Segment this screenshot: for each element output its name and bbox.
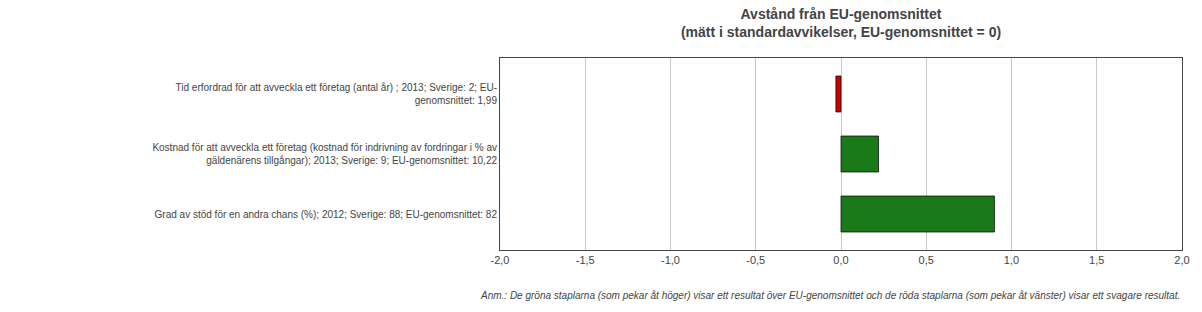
svg-text:Tid erfordrad för att avveckla: Tid erfordrad för att avveckla ett föret… — [176, 82, 498, 106]
svg-text:-0,5: -0,5 — [746, 254, 765, 266]
svg-text:-1,5: -1,5 — [576, 254, 595, 266]
svg-text:0,5: 0,5 — [919, 254, 934, 266]
svg-text:0,0: 0,0 — [833, 254, 848, 266]
svg-text:2,0: 2,0 — [1174, 254, 1189, 266]
svg-text:-2,0: -2,0 — [491, 254, 510, 266]
svg-text:-1,0: -1,0 — [661, 254, 680, 266]
svg-text:1,0: 1,0 — [1004, 254, 1019, 266]
svg-text:Kostnad för att avveckla ett f: Kostnad för att avveckla ett företag (ko… — [152, 142, 497, 166]
svg-text:Anm.: De gröna staplarna (som: Anm.: De gröna staplarna (som pekar åt h… — [480, 290, 1180, 301]
svg-text:1,5: 1,5 — [1089, 254, 1104, 266]
svg-text:Avstånd från EU-genomsnittet(m: Avstånd från EU-genomsnittet(mätt i stan… — [681, 6, 1001, 40]
svg-text:Grad av stöd för en andra chan: Grad av stöd för en andra chans (%); 201… — [155, 209, 498, 220]
